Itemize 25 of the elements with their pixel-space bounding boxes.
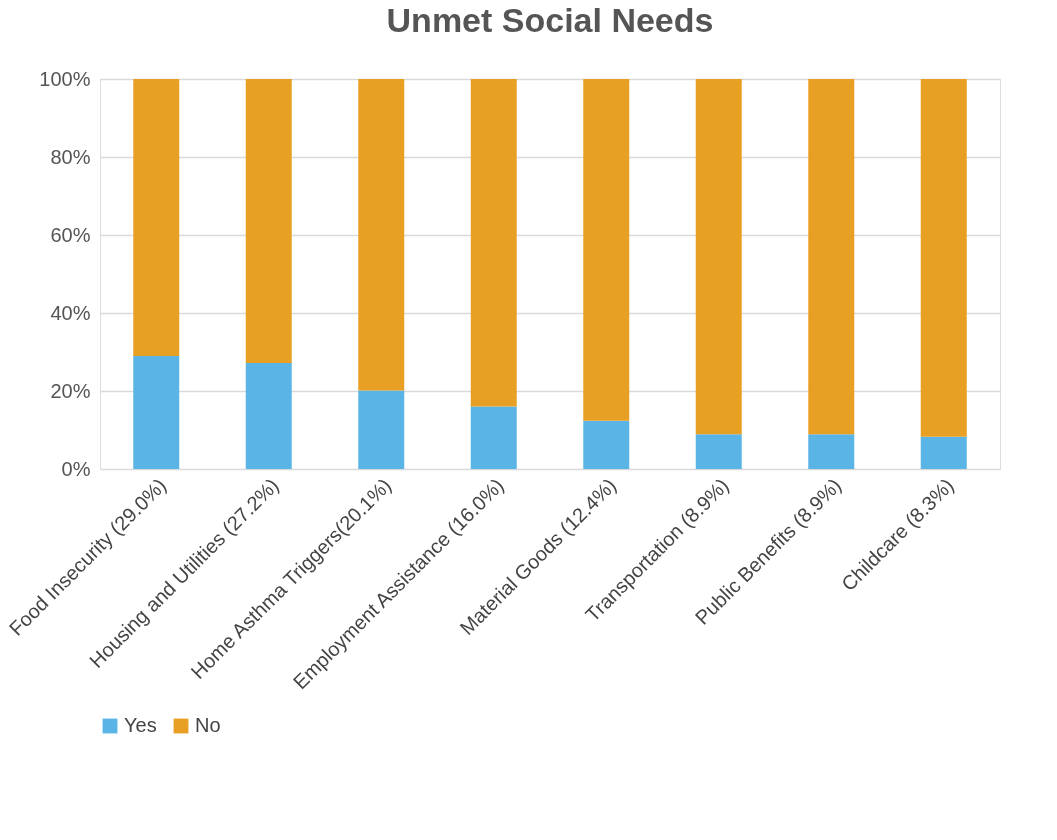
bar — [920, 79, 967, 437]
chart-title: Unmet Social Needs — [386, 1, 714, 39]
bar — [133, 79, 180, 356]
bar — [358, 390, 405, 469]
y-tick-label: 80% — [50, 145, 91, 168]
bar — [695, 79, 742, 435]
y-tick-label: 60% — [50, 223, 91, 246]
bar — [133, 355, 180, 469]
legend-label: Yes — [124, 714, 157, 736]
bar — [470, 406, 517, 469]
y-tick-label: 0% — [61, 457, 91, 480]
bar — [920, 436, 967, 469]
bar — [245, 362, 292, 469]
legend-label: No — [195, 714, 221, 736]
bar — [470, 79, 517, 407]
y-tick-label: 100% — [39, 67, 91, 90]
bar — [808, 79, 855, 435]
y-tick-label: 20% — [50, 379, 91, 402]
bar — [695, 434, 742, 469]
bar — [583, 79, 630, 421]
bar — [808, 434, 855, 469]
bar — [245, 79, 292, 363]
y-tick-label: 40% — [50, 301, 91, 324]
bar — [583, 420, 630, 469]
bar — [358, 79, 405, 391]
